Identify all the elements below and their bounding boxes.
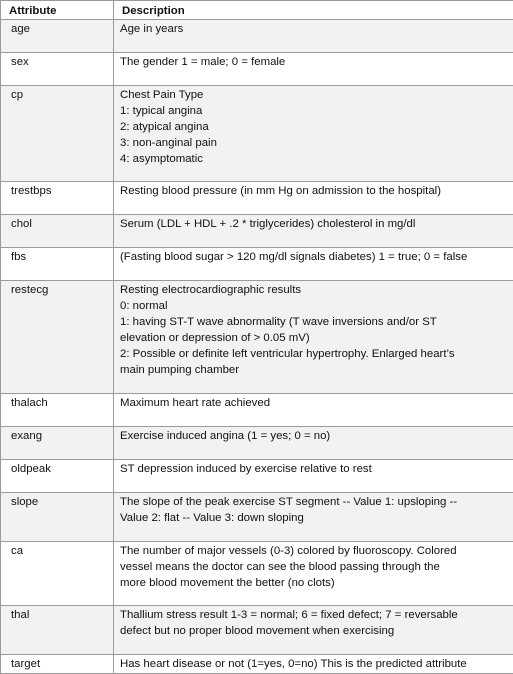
description-line: 2: atypical angina <box>120 119 507 135</box>
description-line: 2: Possible or definite left ventricular… <box>120 346 507 362</box>
description-line: 3: non-anginal pain <box>120 135 507 151</box>
description-line: The number of major vessels (0-3) colore… <box>120 543 507 559</box>
description-cell: Has heart disease or not (1=yes, 0=no) T… <box>114 655 513 674</box>
attribute-cell: exang <box>1 427 114 460</box>
description-line: 0: normal <box>120 298 507 314</box>
attribute-cell: thal <box>1 606 114 655</box>
header-attribute: Attribute <box>1 1 114 20</box>
description-cell: (Fasting blood sugar > 120 mg/dl signals… <box>114 248 513 281</box>
description-line: Value 2: flat -- Value 3: down sloping <box>120 510 507 526</box>
description-line: ST depression induced by exercise relati… <box>120 461 507 477</box>
attribute-cell: cp <box>1 86 114 182</box>
description-line: Maximum heart rate achieved <box>120 395 507 411</box>
description-line: Resting electrocardiographic results <box>120 282 507 298</box>
table-row: oldpeak ST depression induced by exercise… <box>1 460 513 493</box>
attribute-cell: chol <box>1 215 114 248</box>
header-description: Description <box>114 1 513 20</box>
description-line: Age in years <box>120 21 507 37</box>
attribute-cell: slope <box>1 493 114 542</box>
table-row: ca The number of major vessels (0-3) colo… <box>1 542 513 606</box>
attribute-cell: sex <box>1 53 114 86</box>
header-row: Attribute Description <box>1 1 513 20</box>
description-line: (Fasting blood sugar > 120 mg/dl signals… <box>120 249 507 265</box>
table-row: chol Serum (LDL + HDL + .2 * triglyceride… <box>1 215 513 248</box>
description-cell: The slope of the peak exercise ST segmen… <box>114 493 513 542</box>
description-cell: ST depression induced by exercise relati… <box>114 460 513 493</box>
description-cell: Maximum heart rate achieved <box>114 394 513 427</box>
attribute-cell: thalach <box>1 394 114 427</box>
description-cell: The number of major vessels (0-3) colore… <box>114 542 513 606</box>
table-row: exang Exercise induced angina (1 = yes; 0… <box>1 427 513 460</box>
attribute-cell: fbs <box>1 248 114 281</box>
description-cell: Resting blood pressure (in mm Hg on admi… <box>114 182 513 215</box>
description-line: elevation or depression of > 0.05 mV) <box>120 330 507 346</box>
table-row: thalach Maximum heart rate achieved <box>1 394 513 427</box>
attribute-cell: ca <box>1 542 114 606</box>
description-cell: Serum (LDL + HDL + .2 * triglycerides) c… <box>114 215 513 248</box>
attribute-cell: target <box>1 655 114 674</box>
description-cell: Thallium stress result 1-3 = normal; 6 =… <box>114 606 513 655</box>
description-cell: Age in years <box>114 20 513 53</box>
table-row: trestbps Resting blood pressure (in mm Hg… <box>1 182 513 215</box>
attribute-cell: restecg <box>1 281 114 394</box>
description-cell: Exercise induced angina (1 = yes; 0 = no… <box>114 427 513 460</box>
table-row: sex The gender 1 = male; 0 = female <box>1 53 513 86</box>
table-row: target Has heart disease or not (1=yes, 0… <box>1 655 513 674</box>
description-line: more blood movement the better (no clots… <box>120 575 507 591</box>
description-line: Thallium stress result 1-3 = normal; 6 =… <box>120 607 507 623</box>
table-row: age Age in years <box>1 20 513 53</box>
table-row: fbs (Fasting blood sugar > 120 mg/dl sign… <box>1 248 513 281</box>
description-cell: The gender 1 = male; 0 = female <box>114 53 513 86</box>
description-line: main pumping chamber <box>120 362 507 378</box>
description-line: Resting blood pressure (in mm Hg on admi… <box>120 183 507 199</box>
attribute-cell: trestbps <box>1 182 114 215</box>
description-line: 4: asymptomatic <box>120 151 507 167</box>
description-line: Exercise induced angina (1 = yes; 0 = no… <box>120 428 507 444</box>
table-row: thal Thallium stress result 1-3 = normal;… <box>1 606 513 655</box>
description-line: Chest Pain Type <box>120 87 507 103</box>
description-line: Serum (LDL + HDL + .2 * triglycerides) c… <box>120 216 507 232</box>
description-line: 1: typical angina <box>120 103 507 119</box>
description-line: The slope of the peak exercise ST segmen… <box>120 494 507 510</box>
description-line: vessel means the doctor can see the bloo… <box>120 559 507 575</box>
description-line: The gender 1 = male; 0 = female <box>120 54 507 70</box>
attribute-cell: age <box>1 20 114 53</box>
description-line: Has heart disease or not (1=yes, 0=no) T… <box>120 656 507 672</box>
attribute-cell: oldpeak <box>1 460 114 493</box>
description-line: defect but no proper blood movement when… <box>120 623 507 639</box>
table-row: slope The slope of the peak exercise ST s… <box>1 493 513 542</box>
description-line: 1: having ST-T wave abnormality (T wave … <box>120 314 507 330</box>
